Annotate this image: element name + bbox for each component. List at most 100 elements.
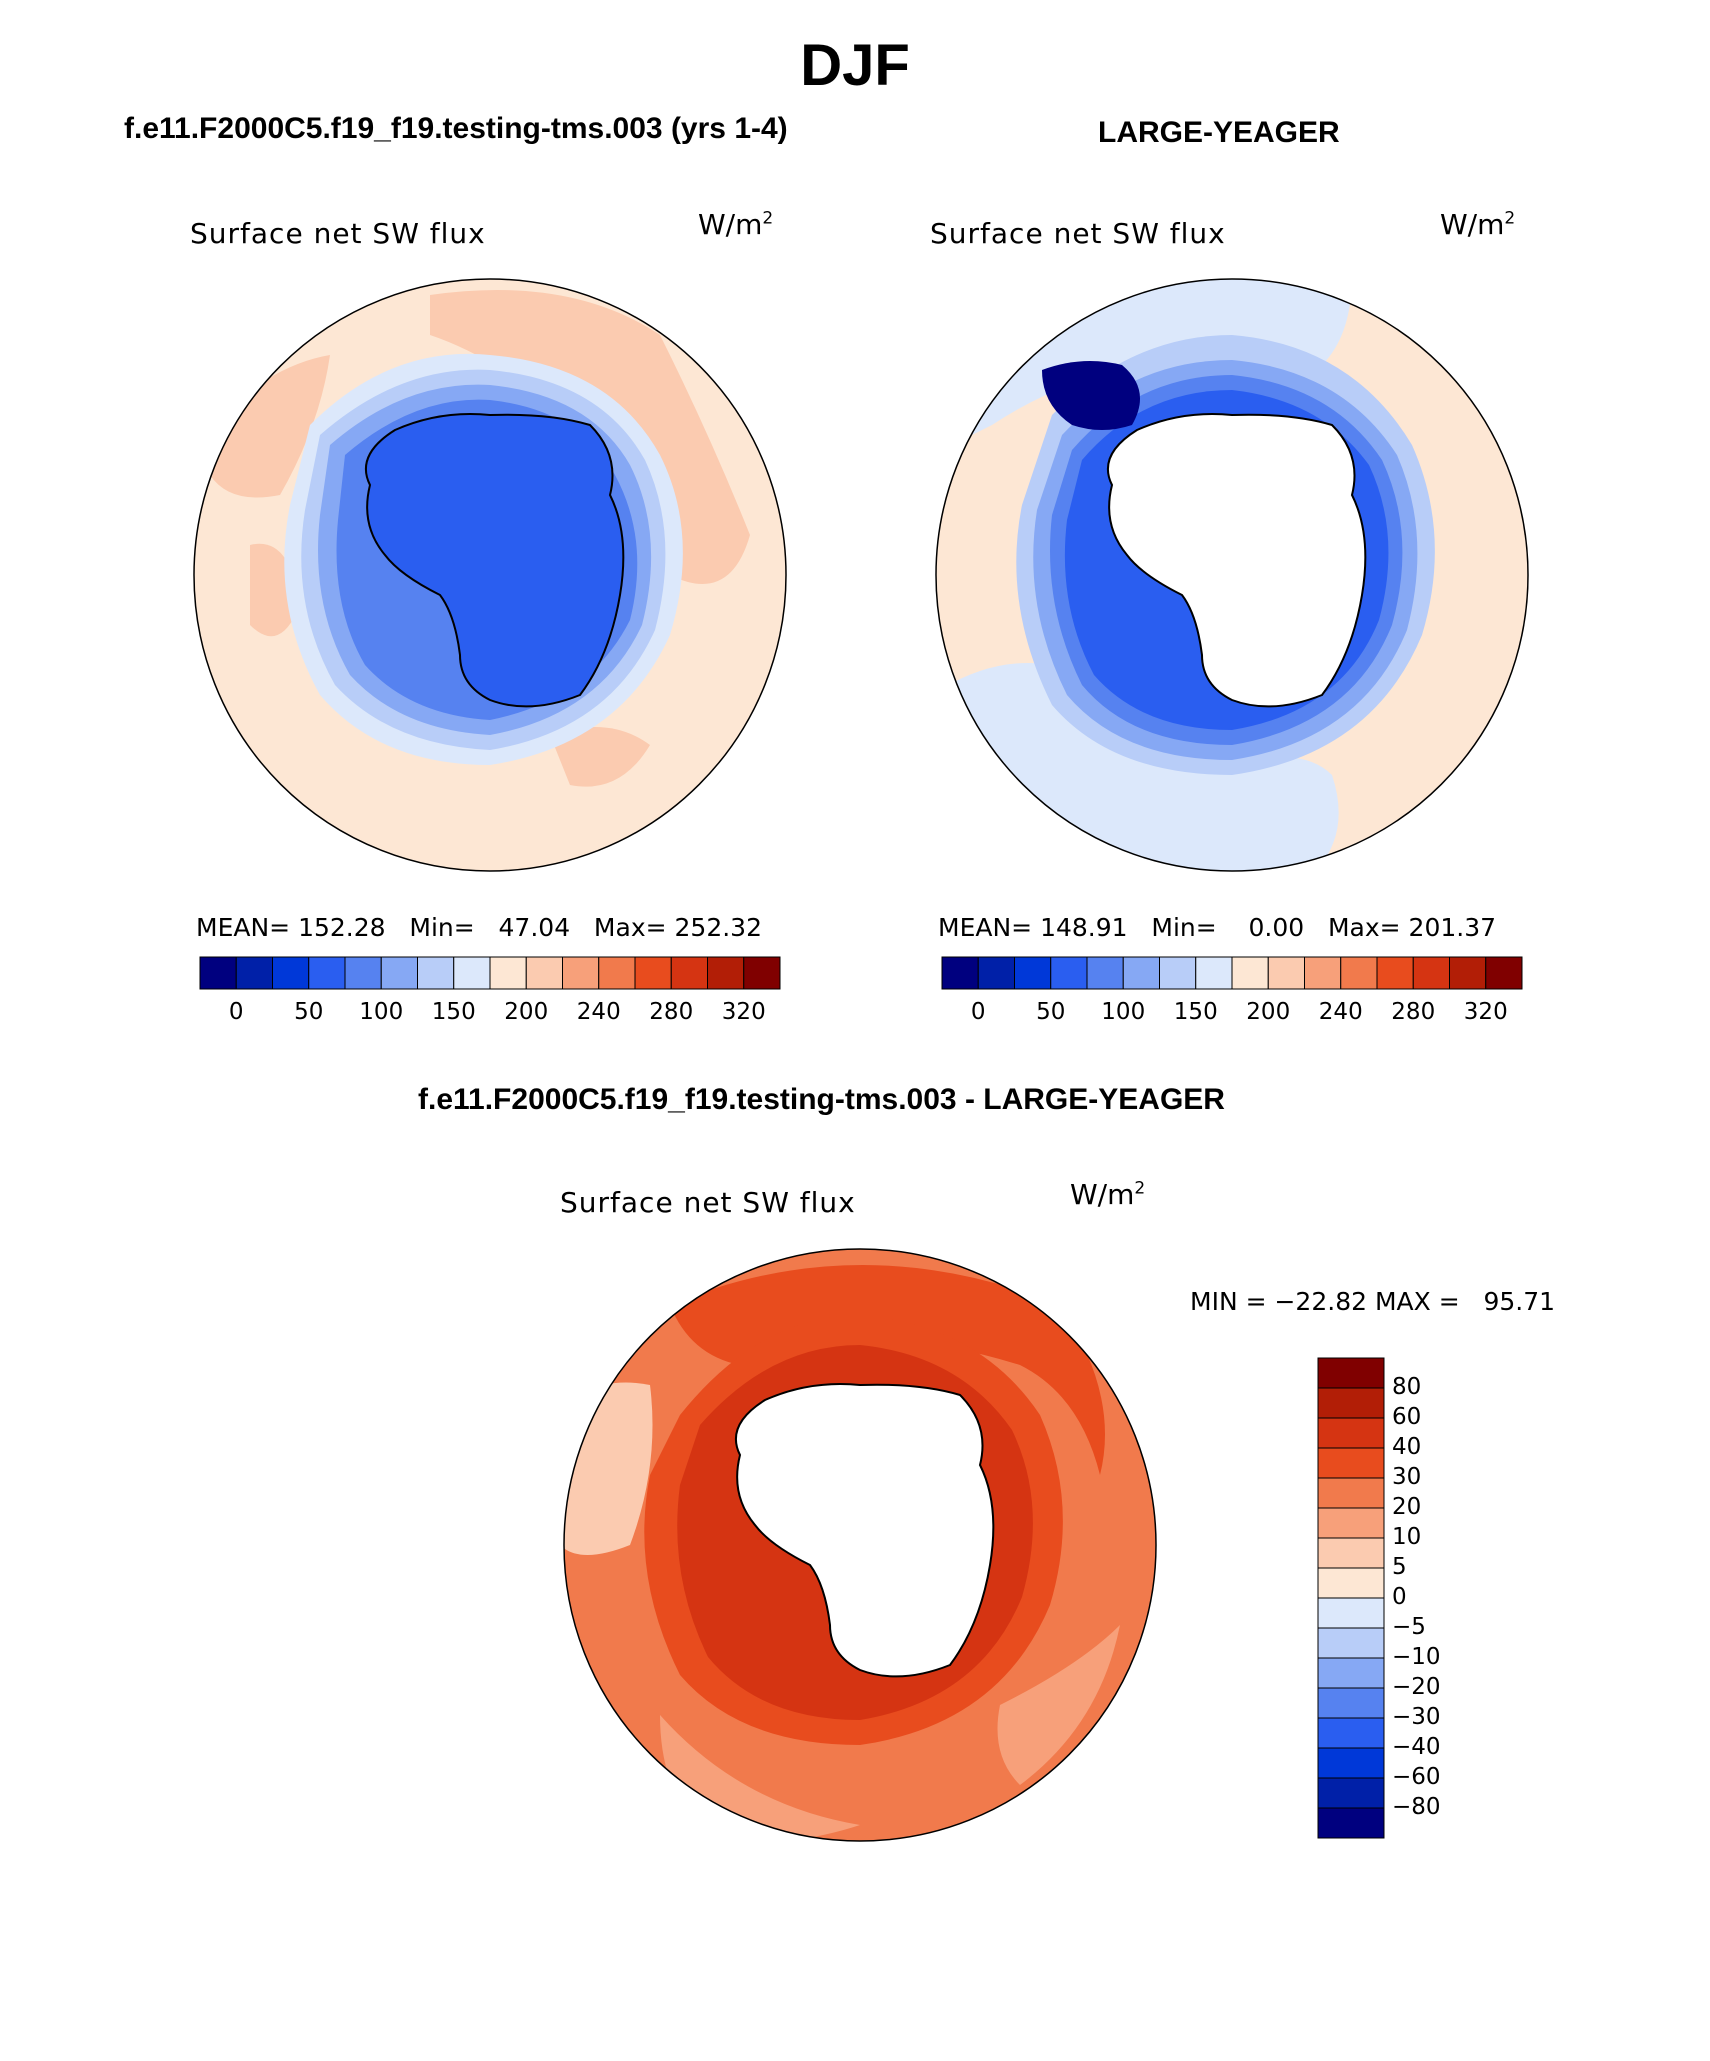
colorbar-swatch [199, 956, 237, 990]
colorbar-tick-label: −30 [1392, 1704, 1441, 1730]
right-stats: MEAN= 148.91 Min= 0.00 Max= 201.37 [938, 913, 1497, 942]
colorbar-tick-label: 200 [1246, 999, 1291, 1025]
colorbar-swatch [1317, 1627, 1385, 1659]
colorbar-tick-label: 320 [1463, 999, 1508, 1025]
colorbar-swatch [1050, 956, 1088, 990]
right-polar-map [935, 278, 1529, 872]
colorbar-tick-label: 0 [228, 999, 244, 1025]
colorbar-tick-label: 60 [1392, 1404, 1422, 1430]
ice-edge-band [1042, 361, 1140, 430]
colorbar-swatch [1317, 1357, 1385, 1389]
warm-patch [210, 355, 330, 498]
colorbar-tick-label: −60 [1392, 1764, 1441, 1790]
colorbar-swatch [1317, 1447, 1385, 1479]
colorbar-swatch [1317, 1717, 1385, 1749]
antarctica-masked [1107, 413, 1367, 708]
colorbar-tick-label: 150 [431, 999, 476, 1025]
colorbar-swatch [1231, 956, 1269, 990]
colorbar-swatch [1317, 1567, 1385, 1599]
colorbar-swatch [1449, 956, 1487, 990]
colorbar-tick-label: −80 [1392, 1794, 1441, 1820]
colorbar-tick-label: 280 [1391, 999, 1436, 1025]
colorbar-swatch [453, 956, 491, 990]
right-units: W/m2 [1440, 208, 1516, 241]
right-case-title: LARGE-YEAGER [1098, 116, 1340, 149]
colorbar-tick-label: 5 [1392, 1554, 1407, 1580]
colorbar-tick-label: 100 [359, 999, 404, 1025]
colorbar-swatch [1317, 1657, 1385, 1689]
left-stats: MEAN= 152.28 Min= 47.04 Max= 252.32 [196, 913, 762, 942]
colorbar-tick-label: 40 [1392, 1434, 1422, 1460]
colorbar-tick-label: 50 [294, 999, 324, 1025]
colorbar-swatch [1086, 956, 1124, 990]
colorbar-swatch [235, 956, 273, 990]
colorbar-tick-label: 0 [1392, 1584, 1407, 1610]
colorbar-swatch [743, 956, 781, 990]
colorbar-swatch [1317, 1687, 1385, 1719]
colorbar-swatch [1317, 1537, 1385, 1569]
colorbar-swatch [1317, 1747, 1385, 1779]
colorbar-swatch [1304, 956, 1342, 990]
colorbar-tick-label: 240 [1318, 999, 1363, 1025]
colorbar-swatch [380, 956, 418, 990]
colorbar-tick-label: 50 [1036, 999, 1066, 1025]
colorbar-swatch [1317, 1807, 1385, 1839]
colorbar-swatch [1485, 956, 1523, 990]
colorbar-tick-label: 200 [504, 999, 549, 1025]
colorbar-tick-label: 20 [1392, 1494, 1422, 1520]
left-colorbar [199, 956, 781, 990]
cool-patch [1212, 757, 1339, 871]
colorbar-swatch [1317, 1597, 1385, 1629]
antarctica-masked [735, 1383, 995, 1678]
colorbar-tick-label: 100 [1101, 999, 1146, 1025]
colorbar-tick-label: 10 [1392, 1524, 1422, 1550]
colorbar-tick-label: −40 [1392, 1734, 1441, 1760]
figure-title: DJF [800, 33, 910, 98]
colorbar-swatch [1340, 956, 1378, 990]
antarctica-field [365, 413, 625, 708]
colorbar-swatch [1267, 956, 1305, 990]
left-variable-label: Surface net SW flux [190, 217, 486, 250]
colorbar-tick-label: 240 [576, 999, 621, 1025]
colorbar-swatch [707, 956, 745, 990]
colorbar-tick-label: 280 [649, 999, 694, 1025]
warm-patch [550, 727, 650, 787]
colorbar-swatch [1317, 1477, 1385, 1509]
colorbar-swatch [272, 956, 310, 990]
colorbar-swatch [670, 956, 708, 990]
diff-high-band [670, 1265, 1105, 1475]
left-case-title: f.e11.F2000C5.f19_f19.testing-tms.003 (y… [124, 112, 788, 145]
colorbar-swatch [1317, 1417, 1385, 1449]
colorbar-swatch [525, 956, 563, 990]
diff-variable-label: Surface net SW flux [560, 1186, 856, 1219]
colorbar-swatch [344, 956, 382, 990]
colorbar-swatch [1317, 1387, 1385, 1419]
colorbar-swatch [941, 956, 979, 990]
colorbar-tick-label: −20 [1392, 1674, 1441, 1700]
colorbar-tick-label: 80 [1392, 1374, 1422, 1400]
colorbar-tick-label: 0 [970, 999, 986, 1025]
diff-low-patch [997, 1625, 1120, 1785]
colorbar-tick-label: 320 [721, 999, 766, 1025]
colorbar-swatch [1317, 1777, 1385, 1809]
colorbar-swatch [1014, 956, 1052, 990]
diff-units: W/m2 [1070, 1178, 1146, 1211]
colorbar-swatch [598, 956, 636, 990]
diff-polar-map [563, 1248, 1157, 1842]
diff-minmax: MIN = −22.82 MAX = 95.71 [1190, 1287, 1556, 1316]
colorbar-swatch [1376, 956, 1414, 990]
diff-case-title: f.e11.F2000C5.f19_f19.testing-tms.003 - … [418, 1083, 1225, 1116]
colorbar-tick-label: −5 [1392, 1614, 1426, 1640]
colorbar-swatch [1195, 956, 1233, 990]
colorbar-swatch [1159, 956, 1197, 990]
left-units: W/m2 [698, 208, 774, 241]
colorbar-swatch [562, 956, 600, 990]
colorbar-tick-label: 150 [1173, 999, 1218, 1025]
colorbar-swatch [417, 956, 455, 990]
colorbar-swatch [977, 956, 1015, 990]
colorbar-swatch [1317, 1507, 1385, 1539]
diff-colorbar [1317, 1357, 1385, 1839]
colorbar-swatch [308, 956, 346, 990]
colorbar-swatch [634, 956, 672, 990]
left-polar-map [193, 278, 787, 872]
